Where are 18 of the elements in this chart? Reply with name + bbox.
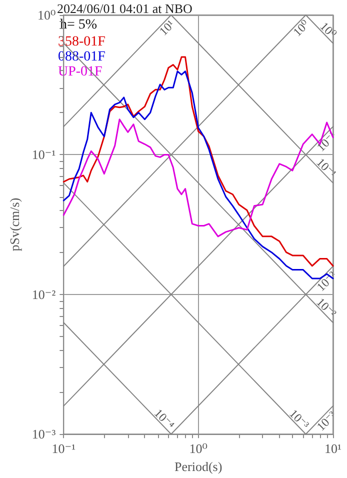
y-axis-title: pSv(cm/s) [7,198,22,252]
y-tick-label: 10⁻³ [32,426,56,442]
text: UP-01F [58,64,103,80]
annotation: 10⁰ [290,17,312,40]
y-tick-label: 10⁻¹ [32,147,56,162]
x-tick-label: 10¹ [324,441,342,456]
annotation: 10¹ [156,17,178,38]
x-axis-title: Period(s) [174,459,222,474]
annotation: 10⁰ [317,19,340,42]
x-tick-label: 10⁰ [189,441,208,456]
annotation: 10⁻⁴ [152,406,178,432]
annotation: 10⁻² [314,294,340,321]
chart-title: 2024/06/01 04:01 at NBO [57,1,192,16]
y-tick-label: 10⁻² [32,286,56,302]
annotation: 10⁻³ [286,406,312,432]
y-tick-label: 10⁰ [37,8,56,22]
x-tick-label: 10⁻¹ [52,441,76,456]
annotation: 10⁻² [314,268,340,294]
